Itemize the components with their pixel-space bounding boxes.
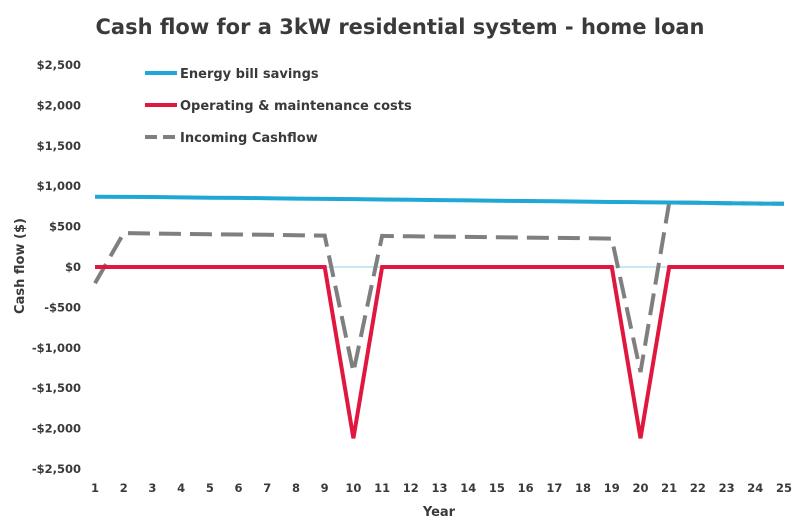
x-axis-label: Year [422,505,456,520]
x-tick-label: 15 [489,481,505,495]
x-tick-label: 1 [91,481,99,495]
x-tick-label: 25 [776,481,792,495]
x-tick-label: 18 [575,481,591,495]
x-tick-label: 23 [719,481,735,495]
x-tick-label: 12 [403,481,419,495]
x-tick-label: 2 [120,481,128,495]
legend-label: Energy bill savings [180,67,319,82]
y-tick-label: $1,500 [37,139,81,153]
x-tick-label: 11 [374,481,390,495]
series-line-0 [94,194,785,206]
y-tick-label: -$1,500 [32,381,81,395]
series-line-2 [93,200,785,373]
x-tick-label: 19 [604,481,620,495]
series-layer [93,194,785,439]
chart-title: Cash flow for a 3kW residential system -… [96,15,705,39]
legend-label: Operating & maintenance costs [180,99,412,114]
y-axis-label: Cash flow ($) [13,218,28,314]
legend: Energy bill savings Operating & maintenan… [145,67,412,146]
x-tick-label: 9 [321,481,329,495]
y-tick-label: $1,000 [37,179,81,193]
x-tick-label: 24 [747,481,763,495]
x-tick-label: 16 [518,481,534,495]
x-tick-label: 17 [546,481,562,495]
y-tick-label: -$1,000 [32,341,81,355]
x-tick-label: 13 [431,481,447,495]
x-tick-label: 5 [206,481,214,495]
x-tick-label: 22 [690,481,706,495]
y-tick-label: $2,000 [37,98,81,112]
x-tick-label: 8 [292,481,300,495]
x-tick-label: 4 [177,481,185,495]
y-axis: $2,500 $2,000 $1,500 $1,000 $500 $0 -$500 -$1,0… [32,58,81,476]
y-tick-label: $500 [49,220,81,234]
series-line-1 [95,265,784,439]
y-tick-label: $0 [65,260,81,274]
x-tick-label: 7 [263,481,271,495]
y-tick-label: -$500 [44,300,81,314]
x-tick-label: 14 [460,481,476,495]
legend-label: Incoming Cashflow [180,131,318,146]
x-tick-label: 3 [148,481,156,495]
x-axis: 1 2 3 4 5 6 7 8 9 10 11 12 13 14 15 16 17 18 19 20 21 22 23 24 2… [91,481,792,495]
x-tick-label: 20 [632,481,648,495]
y-tick-label: -$2,500 [32,462,81,476]
x-tick-label: 10 [345,481,361,495]
x-tick-label: 21 [661,481,677,495]
x-tick-label: 6 [235,481,243,495]
y-tick-label: $2,500 [37,58,81,72]
y-tick-label: -$2,000 [32,422,81,436]
